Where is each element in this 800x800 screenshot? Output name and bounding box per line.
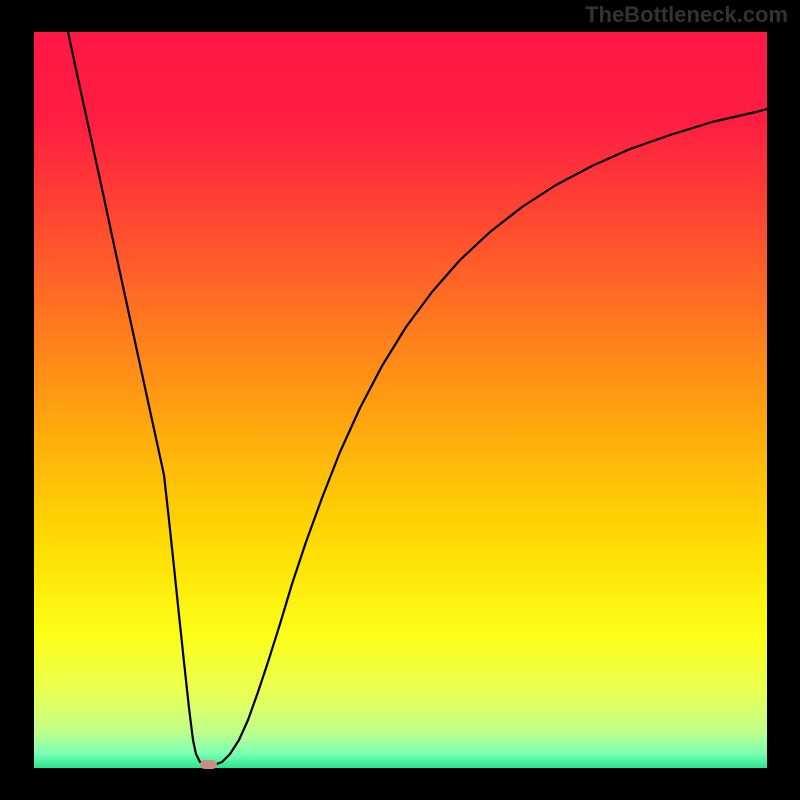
minimum-marker — [200, 760, 217, 769]
plot-area — [34, 32, 767, 768]
watermark-text: TheBottleneck.com — [585, 2, 788, 28]
curve-path — [68, 32, 767, 765]
bottleneck-curve — [34, 32, 767, 768]
